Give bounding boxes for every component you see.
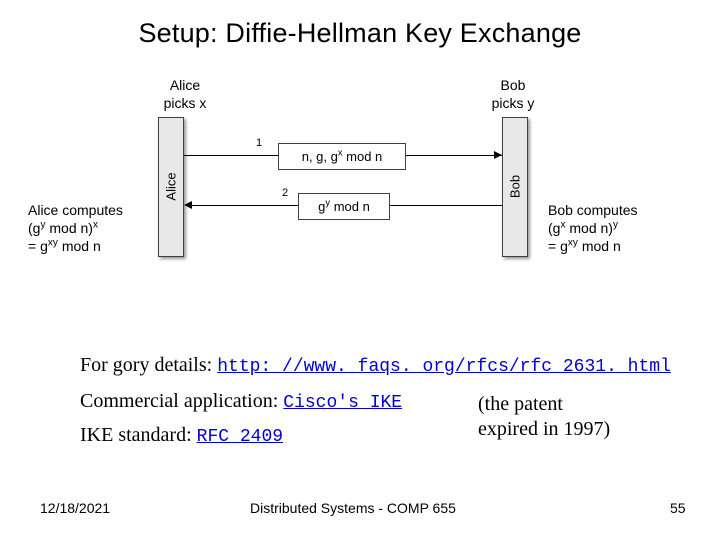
arrow-1-head: [494, 151, 502, 159]
standard-line: IKE standard: RFC 2409: [80, 424, 283, 447]
msg2-box: gy mod n: [298, 193, 390, 220]
patent-note-l2: expired in 1997): [478, 418, 610, 440]
footer-page: 55: [670, 500, 686, 516]
details-prefix: For gory details:: [80, 354, 217, 376]
bob-label-line2: picks y: [492, 95, 535, 111]
alice-compute-l1: Alice computes: [28, 202, 123, 218]
msg1-box: n, g, gx mod n: [278, 143, 406, 170]
bob-compute-l2: (gx mod n)y: [548, 220, 618, 236]
arrow-2-head: [184, 201, 192, 209]
bob-compute: Bob computes (gx mod n)y = gxy mod n: [548, 201, 638, 256]
dh-diagram: Alice picks x Bob picks y Alice Bob 1 n,…: [0, 59, 720, 329]
alice-compute-l3: = gxy mod n: [28, 238, 101, 254]
alice-label-line2: picks x: [164, 95, 207, 111]
commercial-link[interactable]: Cisco's IKE: [283, 393, 402, 413]
standard-prefix: IKE standard:: [80, 424, 197, 446]
alice-compute-l2: (gy mod n)x: [28, 220, 98, 236]
alice-label-line1: Alice: [170, 77, 200, 93]
alice-block-label: Alice: [164, 137, 179, 237]
commercial-prefix: Commercial application:: [80, 390, 283, 412]
slide-title: Setup: Diffie-Hellman Key Exchange: [0, 0, 720, 49]
footer-center: Distributed Systems - COMP 655: [250, 500, 456, 516]
patent-note-l1: (the patent: [478, 393, 563, 415]
bob-top-label: Bob picks y: [488, 77, 538, 112]
bob-compute-l3: = gxy mod n: [548, 238, 621, 254]
bob-label-line1: Bob: [501, 77, 526, 93]
standard-link[interactable]: RFC 2409: [197, 427, 283, 447]
details-line: For gory details: http: //www. faqs. org…: [80, 354, 671, 377]
msg2-num: 2: [282, 187, 288, 199]
alice-compute: Alice computes (gy mod n)x = gxy mod n: [28, 201, 123, 256]
alice-top-label: Alice picks x: [155, 77, 215, 112]
commercial-line: Commercial application: Cisco's IKE: [80, 390, 402, 413]
patent-note: (the patent expired in 1997): [478, 392, 610, 442]
bob-block-label: Bob: [508, 137, 523, 237]
footer-date: 12/18/2021: [40, 500, 110, 516]
details-link[interactable]: http: //www. faqs. org/rfcs/rfc 2631. ht…: [217, 357, 671, 377]
bob-compute-l1: Bob computes: [548, 202, 638, 218]
msg1-num: 1: [256, 137, 262, 149]
